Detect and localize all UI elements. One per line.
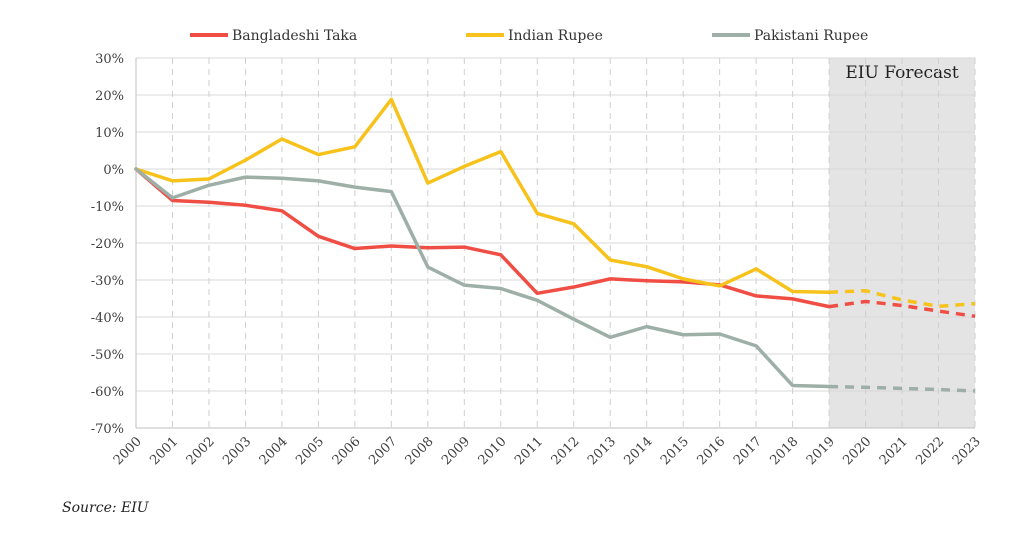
- series-line-actual: [134, 167, 831, 389]
- x-tick-label: 2006: [330, 434, 364, 468]
- y-tick-label: 30%: [95, 52, 124, 67]
- y-tick-label: -50%: [91, 348, 124, 363]
- x-tick-label: 2020: [840, 434, 874, 468]
- x-tick-label: 2023: [950, 434, 984, 468]
- x-tick-label: 2007: [366, 434, 400, 468]
- x-tick-label: 2004: [257, 434, 291, 468]
- x-tick-label: 2002: [184, 434, 218, 468]
- x-tick-label: 2003: [220, 434, 254, 468]
- y-tick-label: 0%: [103, 163, 124, 178]
- series-line-forecast: [828, 299, 976, 318]
- y-tick-label: -30%: [91, 274, 124, 289]
- x-tick-label: 2013: [585, 434, 619, 468]
- series-line-actual: [134, 97, 831, 294]
- x-tick-label: 2019: [804, 434, 838, 468]
- y-axis-ticks: 30% 20% 10% 0% -10% -20% -30% -40% -50% -60% -70%: [91, 52, 124, 437]
- legend: Bangladeshi Taka Indian Rupee Pakistani Ru…: [190, 28, 868, 44]
- x-tick-label: 2017: [731, 434, 765, 468]
- axes: [135, 58, 975, 429]
- x-tick-label: 2000: [111, 434, 145, 468]
- x-tick-label: 2011: [512, 434, 546, 468]
- x-tick-label: 2001: [147, 434, 181, 468]
- x-axis-ticks: 2000 2001 2002 2003 2004 2005 2006 2007 2008 2009…: [111, 434, 984, 468]
- x-tick-label: 2009: [439, 434, 473, 468]
- y-tick-label: -60%: [91, 385, 124, 400]
- legend-label: Bangladeshi Taka: [232, 28, 357, 44]
- y-tick-label: 20%: [95, 89, 124, 104]
- series-line-forecast: [829, 288, 976, 309]
- series-line-forecast: [829, 384, 976, 393]
- source-note: Source: EIU: [62, 500, 149, 516]
- x-tick-label: 2015: [658, 434, 692, 468]
- gridlines: [136, 57, 976, 429]
- x-tick-label: 2005: [293, 434, 327, 468]
- legend-label: Indian Rupee: [508, 28, 603, 44]
- x-tick-label: 2008: [403, 434, 437, 468]
- legend-label: Pakistani Rupee: [754, 28, 868, 44]
- y-tick-label: -20%: [91, 237, 124, 252]
- y-tick-label: -10%: [91, 200, 124, 215]
- y-tick-label: -70%: [91, 422, 124, 437]
- x-tick-label: 2010: [476, 434, 510, 468]
- x-tick-label: 2022: [913, 434, 947, 468]
- x-tick-label: 2012: [549, 434, 583, 468]
- x-tick-label: 2014: [622, 434, 656, 468]
- y-tick-label: 10%: [95, 126, 124, 141]
- y-tick-label: -40%: [91, 311, 124, 326]
- x-tick-label: 2016: [694, 434, 728, 468]
- x-tick-label: 2018: [767, 434, 801, 468]
- x-tick-label: 2021: [877, 434, 911, 468]
- series-lines: [134, 97, 976, 393]
